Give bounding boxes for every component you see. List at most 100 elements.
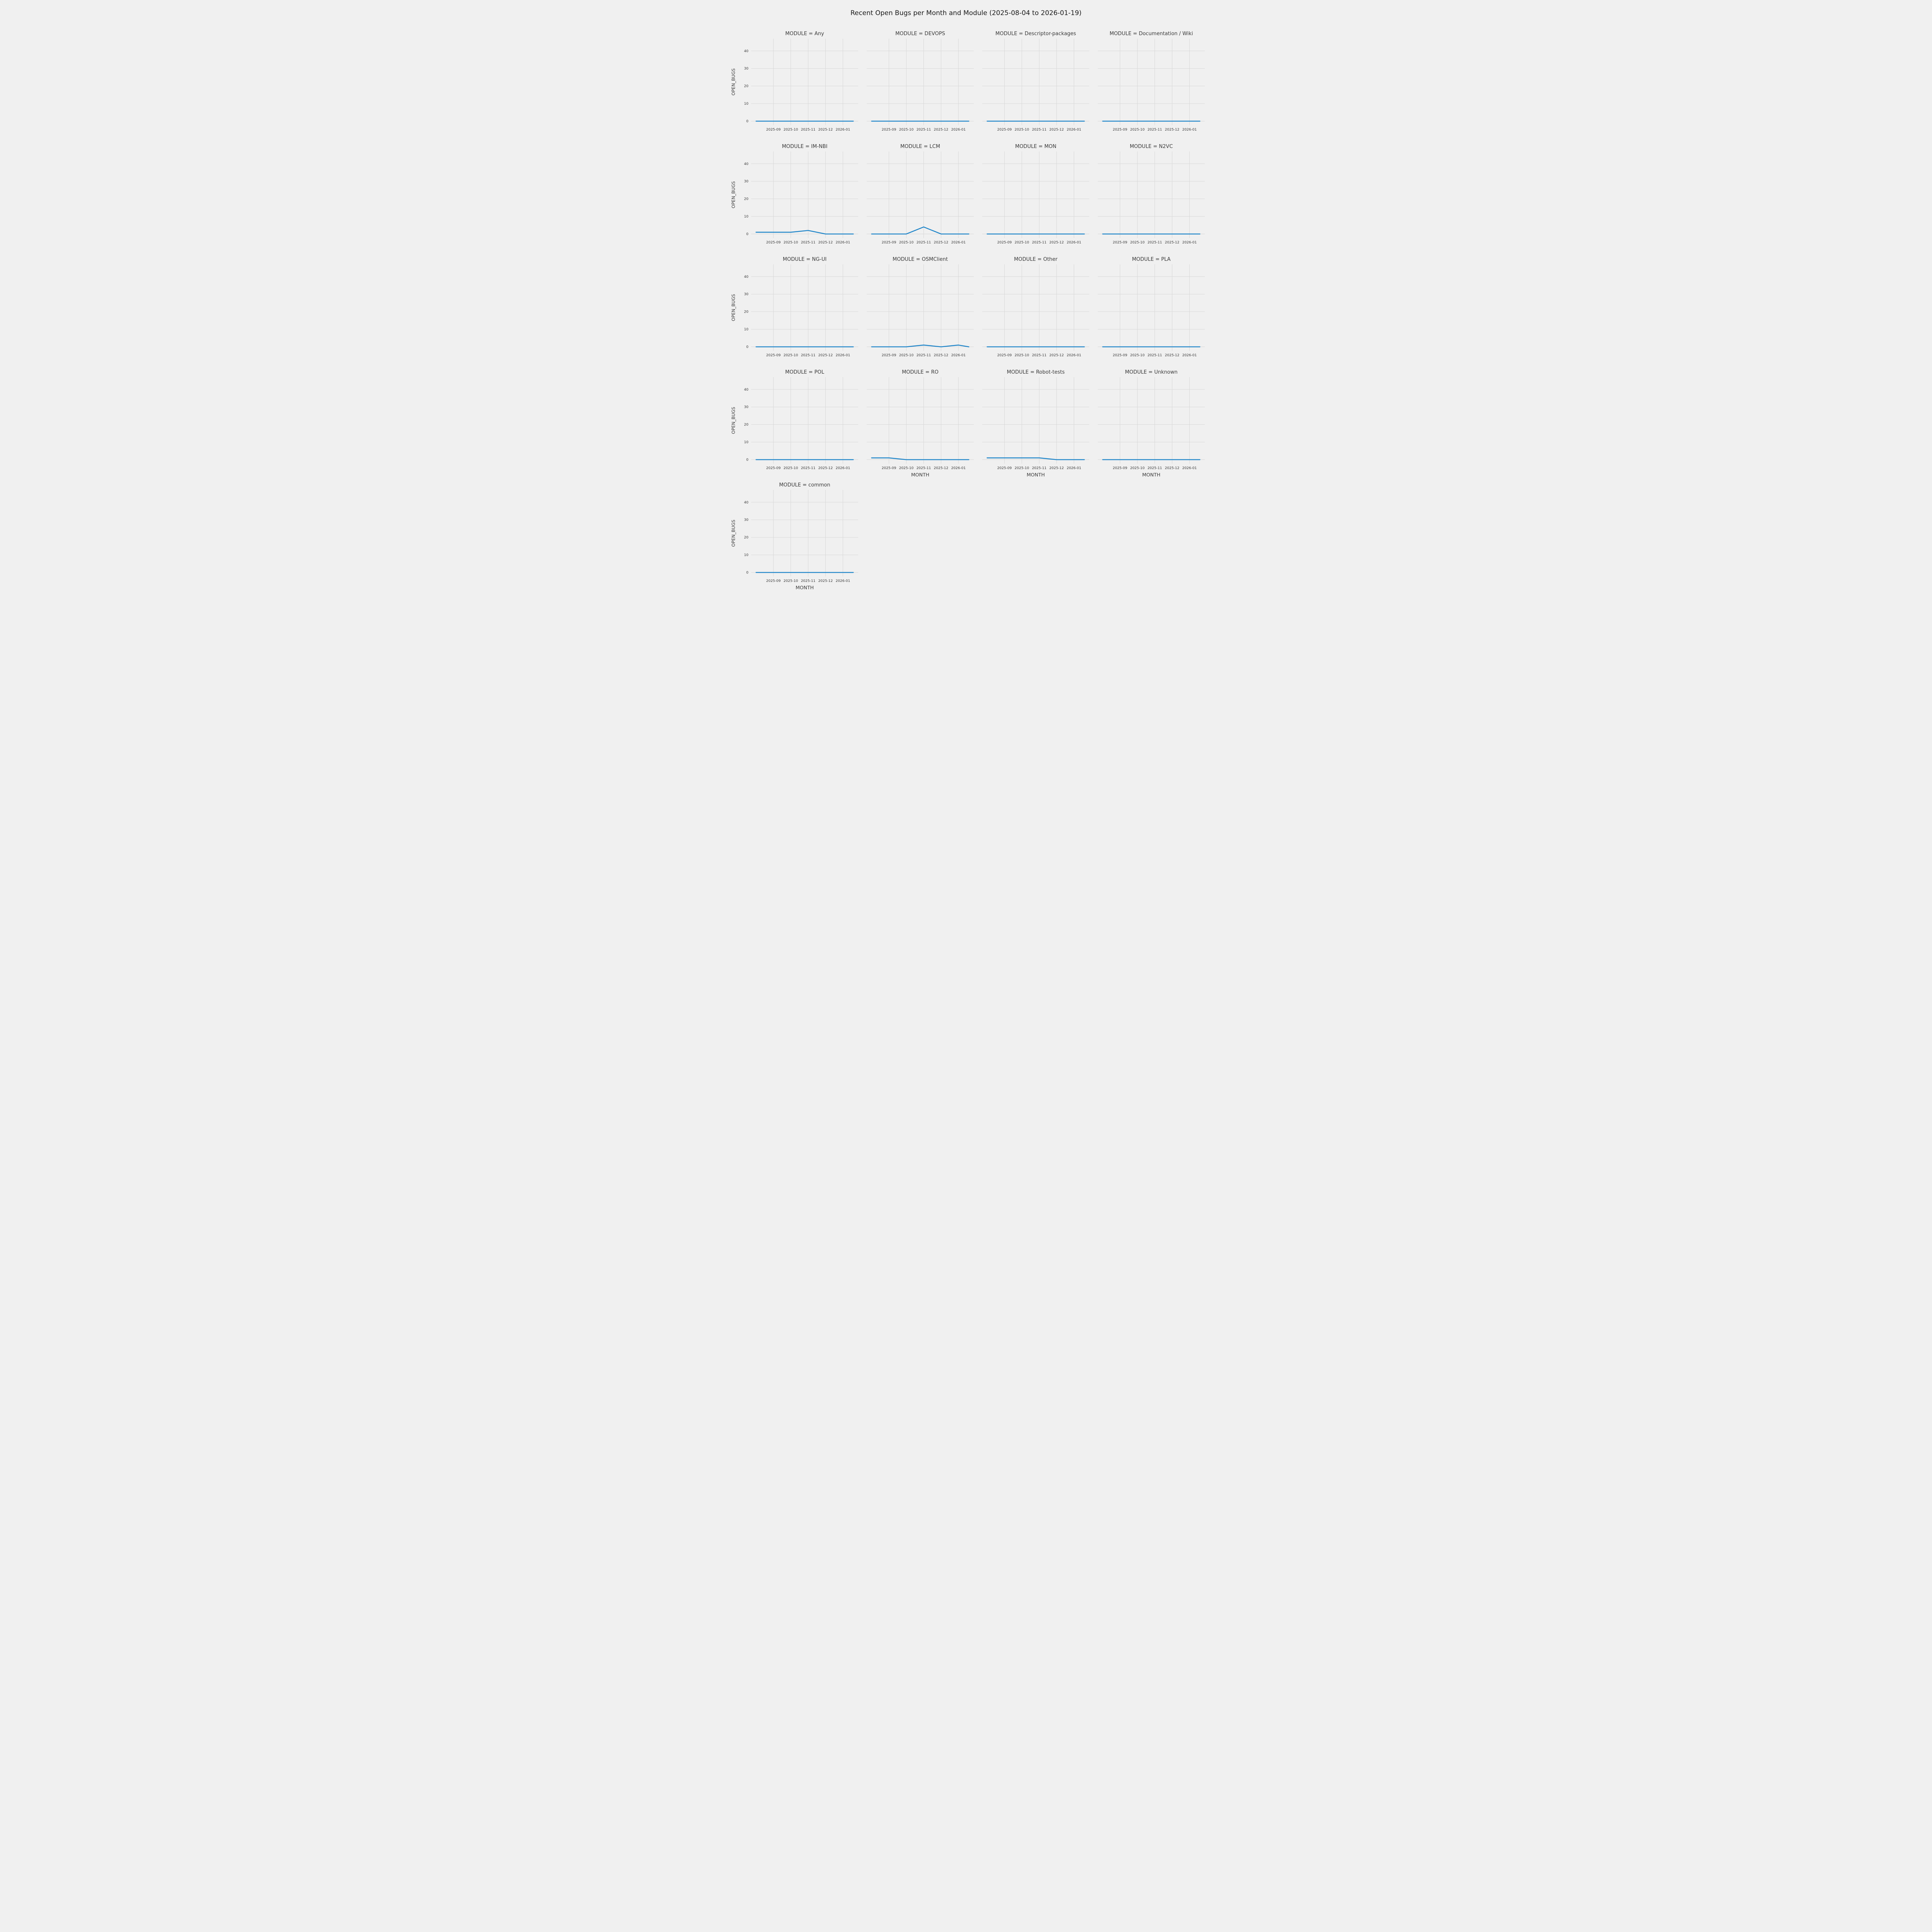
y-tick-label: 30 xyxy=(744,180,749,184)
facet-N2VC: 2025-09 2025-10 2025-11 2025-12 2026-01 MODUL… xyxy=(1098,144,1205,245)
y-axis-label: OPEN_BUGS xyxy=(731,520,736,547)
x-tick-label: 2025-10 xyxy=(1015,241,1029,245)
x-tick-label: 2026-01 xyxy=(951,241,966,245)
y-tick-label: 0 xyxy=(746,458,748,462)
facet-title: MODULE = MON xyxy=(1015,144,1056,150)
x-tick-label: 2025-09 xyxy=(882,241,896,245)
open-bugs-line xyxy=(755,230,854,235)
facet-title: MODULE = common xyxy=(779,482,830,488)
open-bugs-line xyxy=(986,457,1085,460)
x-tick-label: 2025-09 xyxy=(882,128,896,132)
facet-PLA: 2025-09 2025-10 2025-11 2025-12 2026-01 MODUL… xyxy=(1098,257,1205,357)
x-tick-label: 2025-11 xyxy=(1148,128,1162,132)
y-tick-label: 10 xyxy=(744,553,749,557)
plot-area xyxy=(1098,377,1205,464)
y-tick-label: 40 xyxy=(744,275,749,279)
y-tick-label: 20 xyxy=(744,197,749,201)
x-tick-label: 2025-11 xyxy=(917,354,931,357)
y-tick-label: 10 xyxy=(744,328,749,332)
facet-grid: 2025-09 2025-10 2025-11 2025-12 2026-0101020… xyxy=(731,31,1205,590)
x-tick-label: 2025-10 xyxy=(899,241,914,245)
y-tick-label: 20 xyxy=(744,310,749,314)
x-tick-label: 2025-10 xyxy=(1015,354,1029,357)
x-tick-label: 2025-10 xyxy=(1130,354,1145,357)
facet-OSMClient: 2025-09 2025-10 2025-11 2025-12 2026-01 MODUL… xyxy=(867,257,974,357)
x-tick-label: 2025-11 xyxy=(1032,241,1047,245)
plot-area xyxy=(751,264,858,351)
x-tick-label: 2025-09 xyxy=(766,354,781,357)
y-tick-label: 30 xyxy=(744,67,749,71)
x-tick-label: 2025-09 xyxy=(766,579,781,583)
x-tick-label: 2025-11 xyxy=(801,579,816,583)
x-axis-label: MONTH xyxy=(1027,472,1045,478)
plot-area xyxy=(867,377,974,464)
facet-title: MODULE = Robot-tests xyxy=(1007,369,1065,375)
facet-POL: 2025-09 2025-10 2025-11 2025-12 2026-01 0 10 20… xyxy=(731,369,858,470)
y-tick-label: 0 xyxy=(746,233,748,236)
plot-area xyxy=(867,264,974,351)
facet-title: MODULE = N2VC xyxy=(1130,144,1173,150)
plot-area xyxy=(982,39,1089,125)
x-tick-label: 2025-10 xyxy=(784,466,798,470)
plot-area xyxy=(751,490,858,577)
facet-title: MODULE = Other xyxy=(1014,257,1058,262)
y-tick-label: 20 xyxy=(744,423,749,427)
facet-title: MODULE = LCM xyxy=(900,144,940,150)
x-tick-label: 2025-12 xyxy=(818,466,833,470)
x-tick-label: 2025-11 xyxy=(1032,354,1047,357)
x-tick-label: 2026-01 xyxy=(1067,466,1082,470)
x-tick-label: 2025-11 xyxy=(1148,466,1162,470)
x-tick-label: 2025-11 xyxy=(801,466,816,470)
x-axis-label: MONTH xyxy=(796,585,814,590)
y-axis-label: OPEN_BUGS xyxy=(731,407,736,434)
plot-area xyxy=(867,39,974,125)
facet-title: MODULE = NG-UI xyxy=(783,257,827,262)
y-tick-label: 40 xyxy=(744,388,749,392)
x-tick-label: 2025-10 xyxy=(784,241,798,245)
x-tick-label: 2025-09 xyxy=(766,466,781,470)
facet-title: MODULE = POL xyxy=(785,369,825,375)
y-tick-label: 20 xyxy=(744,536,749,540)
x-tick-label: 2026-01 xyxy=(1182,354,1197,357)
facet-RO: 2025-09 2025-10 2025-11 2025-12 2026-01 MODUL… xyxy=(867,369,974,478)
x-tick-label: 2025-10 xyxy=(1015,466,1029,470)
x-tick-label: 2026-01 xyxy=(836,466,850,470)
x-tick-label: 2025-12 xyxy=(1165,128,1180,132)
x-tick-label: 2025-12 xyxy=(1165,466,1180,470)
x-axis-label: MONTH xyxy=(911,472,929,478)
x-tick-label: 2026-01 xyxy=(836,579,850,583)
facet-NG-UI: 2025-09 2025-10 2025-11 2025-12 2026-01 0 10 20… xyxy=(731,257,858,357)
facet-title: MODULE = Descriptor-packages xyxy=(995,31,1076,37)
facet-DEVOPS: 2025-09 2025-10 2025-11 2025-12 2026-01 MODUL… xyxy=(867,31,974,132)
facet-Robot-tests: 2025-09 2025-10 2025-11 2025-12 2026-01 MODUL… xyxy=(982,369,1089,478)
x-tick-label: 2025-09 xyxy=(1113,354,1128,357)
x-tick-label: 2025-12 xyxy=(1049,128,1064,132)
x-tick-label: 2025-11 xyxy=(801,354,816,357)
y-tick-label: 10 xyxy=(744,215,749,219)
x-tick-label: 2025-09 xyxy=(882,466,896,470)
y-tick-label: 40 xyxy=(744,162,749,166)
x-tick-label: 2025-10 xyxy=(784,128,798,132)
x-tick-label: 2026-01 xyxy=(1067,128,1082,132)
open-bugs-line xyxy=(871,344,969,347)
x-tick-label: 2025-12 xyxy=(1049,241,1064,245)
facet-Documentation / Wiki: 2025-09 2025-10 2025-11 2025-12 2026-01 MODUL… xyxy=(1098,31,1205,132)
x-tick-label: 2025-11 xyxy=(917,241,931,245)
plot-area xyxy=(982,377,1089,464)
x-tick-label: 2025-09 xyxy=(997,354,1012,357)
facet-title: MODULE = Documentation / Wiki xyxy=(1110,31,1193,37)
y-axis-label: OPEN_BUGS xyxy=(731,68,736,95)
x-tick-label: 2025-12 xyxy=(934,128,949,132)
facet-LCM: 2025-09 2025-10 2025-11 2025-12 2026-01 MODUL… xyxy=(867,144,974,245)
figure: Recent Open Bugs per Month and Module (2… xyxy=(726,0,1206,595)
facet-IM-NBI: 2025-09 2025-10 2025-11 2025-12 2026-01 0 10 20… xyxy=(731,144,858,245)
x-tick-label: 2025-12 xyxy=(818,354,833,357)
x-tick-label: 2025-09 xyxy=(1113,466,1128,470)
x-tick-label: 2026-01 xyxy=(1067,241,1082,245)
facet-common: 2025-09 2025-10 2025-11 2025-12 2026-01 0 10 20… xyxy=(731,482,858,590)
facet-title: MODULE = DEVOPS xyxy=(895,31,945,37)
y-tick-label: 20 xyxy=(744,85,749,88)
x-tick-label: 2026-01 xyxy=(1182,128,1197,132)
facet-title: MODULE = IM-NBI xyxy=(782,144,828,150)
plot-area xyxy=(1098,39,1205,125)
